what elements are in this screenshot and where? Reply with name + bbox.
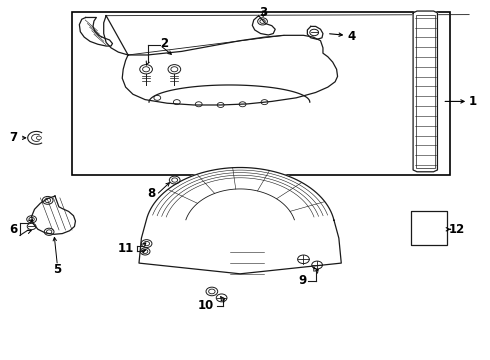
Text: 8: 8 <box>147 187 156 200</box>
Polygon shape <box>31 196 75 234</box>
Polygon shape <box>139 167 341 274</box>
Polygon shape <box>79 18 113 46</box>
Text: 4: 4 <box>347 30 355 43</box>
Text: 3: 3 <box>259 6 268 19</box>
Polygon shape <box>307 26 323 39</box>
Text: 12: 12 <box>448 223 465 236</box>
Text: 7: 7 <box>9 131 18 144</box>
Text: 10: 10 <box>198 299 214 312</box>
Polygon shape <box>252 16 275 35</box>
Bar <box>72 12 450 175</box>
Text: 2: 2 <box>161 37 169 50</box>
Text: 9: 9 <box>298 274 307 287</box>
Text: 11: 11 <box>118 242 134 255</box>
Text: 1: 1 <box>469 95 477 108</box>
Bar <box>416 15 435 168</box>
Polygon shape <box>104 16 338 105</box>
Polygon shape <box>413 11 438 172</box>
Bar <box>411 211 447 245</box>
Text: 6: 6 <box>9 223 18 236</box>
Text: 5: 5 <box>53 263 62 276</box>
